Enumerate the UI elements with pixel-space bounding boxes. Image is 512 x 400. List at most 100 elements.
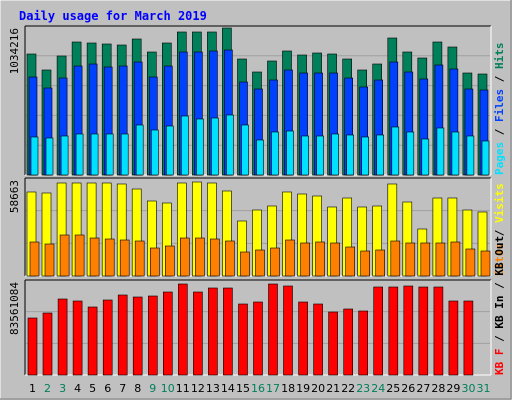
bar-kb-f-day-18 (283, 285, 293, 376)
bar-kb-f-day-22 (343, 308, 354, 376)
legend-entry: Sites (493, 243, 506, 276)
day-label-21: 21 (326, 382, 340, 395)
legend-entry: Hits (493, 43, 506, 70)
panel-ymax-label: 83561084 (8, 282, 21, 335)
panel-ymax-label: 58663 (8, 180, 21, 213)
day-label-24: 24 (371, 382, 385, 395)
bar-sites-day-24 (375, 249, 386, 277)
day-label-14: 14 (221, 382, 235, 395)
legend-entry: / (493, 276, 506, 296)
bar-pages-day-20 (316, 135, 324, 176)
day-label-26: 26 (401, 382, 415, 395)
bar-kb-f-day-13 (208, 287, 218, 376)
bar-sites-day-1 (29, 241, 40, 277)
bar-sites-day-15 (240, 251, 250, 277)
bar-kb-f-day-25 (388, 286, 399, 376)
bar-kb-f-day-24 (373, 286, 384, 376)
bar-kb-f-day-9 (148, 295, 158, 376)
day-label-8: 8 (134, 382, 141, 395)
day-label-16: 16 (251, 382, 265, 395)
day-label-30: 30 (462, 382, 476, 395)
legend-entry: Pages (493, 142, 506, 175)
bar-sites-day-7 (119, 239, 130, 277)
bar-sites-day-17 (270, 247, 280, 277)
bar-sites-day-11 (180, 237, 190, 277)
bar-kb-f-day-2 (42, 312, 53, 376)
bar-pages-day-22 (346, 134, 355, 176)
bar-pages-day-12 (196, 118, 204, 176)
bar-kb-f-day-30 (463, 300, 474, 376)
bar-pages-day-7 (120, 133, 129, 176)
day-label-27: 27 (416, 382, 430, 395)
bar-sites-day-28 (435, 242, 446, 277)
bar-sites-day-19 (300, 242, 310, 277)
bar-pages-day-24 (376, 134, 385, 176)
bar-kb-f-day-27 (418, 286, 429, 376)
panel-hits-files-pages: 1034216 Pages / Files / Hits (8, 25, 506, 176)
bar-pages-day-30 (466, 135, 475, 176)
bar-pages-day-17 (271, 131, 279, 176)
bar-pages-day-15 (241, 124, 249, 176)
bar-pages-day-11 (181, 115, 189, 176)
panel-visits-sites: 58663 Sites / Visits (8, 177, 506, 277)
bar-sites-day-20 (315, 241, 325, 277)
legend-entry: KB Out (493, 236, 506, 276)
bar-kb-f-day-3 (57, 298, 68, 376)
bar-sites-day-13 (210, 238, 220, 277)
bar-pages-day-8 (135, 124, 144, 176)
legend-entry: Visits (493, 183, 506, 223)
bar-pages-day-31 (481, 140, 490, 176)
legend-entry: / (493, 69, 506, 89)
bar-pages-day-5 (90, 133, 99, 176)
bar-kb-f-day-29 (448, 300, 459, 376)
bar-sites-day-6 (104, 238, 115, 277)
legend-entry: / (493, 329, 506, 349)
day-label-20: 20 (311, 382, 325, 395)
day-label-28: 28 (431, 382, 445, 395)
day-label-3: 3 (59, 382, 66, 395)
bar-pages-day-26 (406, 131, 415, 176)
bar-pages-day-6 (105, 133, 114, 176)
bar-pages-day-18 (286, 130, 294, 176)
bar-kb-f-day-11 (178, 283, 188, 376)
bar-pages-day-19 (301, 135, 309, 176)
day-label-25: 25 (386, 382, 400, 395)
bar-pages-day-25 (391, 126, 400, 176)
panel-legend: Pages / Files / Hits (493, 43, 506, 176)
panel-ymax-label: 1034216 (8, 28, 21, 74)
day-label-13: 13 (206, 382, 220, 395)
bar-kb-f-day-28 (433, 286, 444, 376)
day-label-15: 15 (236, 382, 250, 395)
bar-kb-f-day-5 (87, 306, 98, 376)
day-label-5: 5 (89, 382, 96, 395)
bar-sites-day-10 (165, 245, 175, 277)
panel-legend: Sites / Visits (493, 183, 506, 276)
day-label-31: 31 (477, 382, 491, 395)
bar-kb-f-day-10 (163, 291, 173, 376)
bar-kb-f-day-26 (403, 285, 414, 376)
legend-entry: KB F (493, 349, 506, 376)
day-label-11: 11 (176, 382, 190, 395)
bar-kb-f-day-14 (223, 287, 233, 376)
bar-sites-day-18 (285, 239, 295, 277)
bar-pages-day-27 (421, 138, 430, 176)
day-label-12: 12 (191, 382, 205, 395)
bar-pages-day-16 (256, 139, 264, 176)
day-label-7: 7 (119, 382, 126, 395)
bar-sites-day-12 (195, 237, 205, 277)
panel-kbytes: 83561084 KB F / KB In / KB Out (8, 236, 506, 376)
bar-kb-f-day-15 (238, 303, 248, 376)
bar-pages-day-2 (45, 137, 54, 176)
bar-pages-day-29 (451, 131, 460, 176)
bar-sites-day-31 (480, 250, 491, 277)
bar-kb-f-day-16 (253, 301, 263, 376)
bar-sites-day-30 (465, 248, 476, 277)
bar-sites-day-14 (225, 240, 235, 277)
bar-sites-day-23 (360, 250, 371, 277)
day-label-23: 23 (356, 382, 370, 395)
bar-kb-f-day-17 (268, 283, 278, 376)
bar-pages-day-10 (166, 125, 174, 176)
legend-entry: / (493, 122, 506, 142)
bar-sites-day-27 (420, 242, 431, 277)
